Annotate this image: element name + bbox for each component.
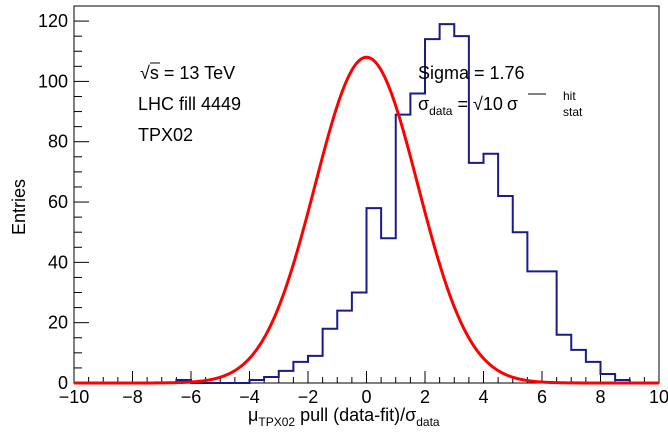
x-axis-tick-labels: −10 −8 −6 −4 −2 0 2 4 6 8 10 [59, 387, 668, 407]
y-axis-tick-labels: 0 20 40 60 80 100 120 [38, 11, 68, 393]
x-tick-label: −6 [181, 387, 202, 407]
x-tick-label: −10 [59, 387, 90, 407]
x-label-sigma-sub: data [416, 415, 440, 429]
x-tick-label: 2 [420, 387, 430, 407]
x-tick-label: 0 [361, 387, 371, 407]
x-label-mu-sub: TPX02 [258, 415, 295, 429]
y-tick-label: 80 [48, 132, 68, 152]
y-tick-label: 40 [48, 252, 68, 272]
x-tick-label: 4 [478, 387, 488, 407]
x-label-sigma: σ [405, 405, 416, 425]
x-tick-label: 8 [595, 387, 605, 407]
y-tick-label: 100 [38, 71, 68, 91]
sqrt-symbol: √ [140, 63, 150, 83]
histogram-series [74, 23, 659, 384]
sigma-stat-sup: hit [563, 89, 576, 103]
y-tick-label: 60 [48, 192, 68, 212]
energy-rest: = 13 TeV [159, 63, 235, 83]
sigma-data-symbol: σ [418, 94, 429, 114]
sigma-data-formula: σdata = √10 σ [418, 94, 518, 118]
equals: = [452, 94, 473, 114]
x-tick-label: −8 [122, 387, 143, 407]
x-axis-ticks [73, 371, 660, 383]
gaussian-fit-curve [74, 55, 659, 385]
y-tick-label: 20 [48, 313, 68, 333]
y-tick-label: 0 [58, 373, 68, 393]
x-label-mid: pull (data-fit)/ [295, 405, 405, 425]
x-tick-label: −2 [298, 387, 319, 407]
energy-var: s [150, 63, 159, 83]
x-tick-label: 10 [649, 387, 668, 407]
sigma-data-sub: data [429, 104, 453, 118]
sigma-value-annotation: Sigma = 1.76 [418, 63, 525, 83]
x-label-mu: μ [248, 405, 258, 425]
y-axis-ticks [74, 5, 89, 384]
lhc-fill-annotation: LHC fill 4449 [138, 94, 241, 114]
energy-annotation: √s = 13 TeV [140, 63, 235, 83]
sigma-stat-sub: stat [563, 105, 583, 119]
sqrt10-symbol: √ [473, 94, 483, 114]
detector-annotation: TPX02 [138, 125, 193, 145]
y-tick-label: 120 [38, 11, 68, 31]
x-tick-label: 6 [537, 387, 547, 407]
sigma-stat-symbol: σ [507, 94, 518, 114]
x-tick-label: −4 [239, 387, 260, 407]
y-axis-label: Entries [9, 179, 29, 235]
sqrt10-value: 10 [483, 94, 503, 114]
x-axis-label: μTPX02 pull (data-fit)/σdata [248, 405, 440, 429]
